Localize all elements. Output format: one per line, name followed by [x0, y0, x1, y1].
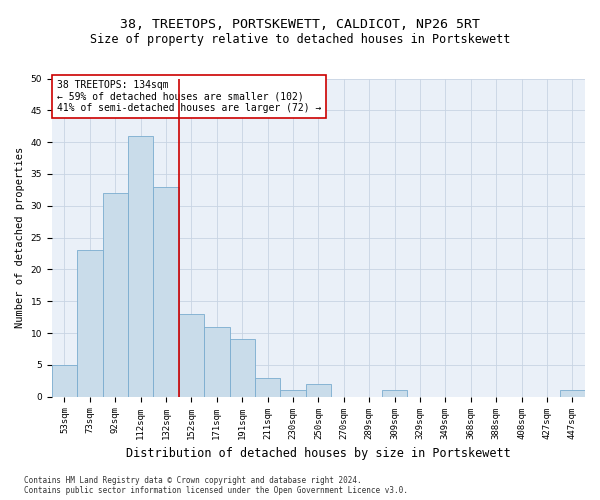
Bar	[204, 326, 230, 396]
Bar	[255, 378, 280, 396]
Bar	[280, 390, 305, 396]
Bar	[230, 340, 255, 396]
Bar	[305, 384, 331, 396]
Bar	[128, 136, 154, 396]
Text: Contains HM Land Registry data © Crown copyright and database right 2024.
Contai: Contains HM Land Registry data © Crown c…	[24, 476, 408, 495]
Y-axis label: Number of detached properties: Number of detached properties	[15, 147, 25, 328]
Text: Size of property relative to detached houses in Portskewett: Size of property relative to detached ho…	[90, 32, 510, 46]
Text: 38, TREETOPS, PORTSKEWETT, CALDICOT, NP26 5RT: 38, TREETOPS, PORTSKEWETT, CALDICOT, NP2…	[120, 18, 480, 30]
Bar	[179, 314, 204, 396]
Bar	[77, 250, 103, 396]
Bar	[52, 365, 77, 396]
Text: 38 TREETOPS: 134sqm
← 59% of detached houses are smaller (102)
41% of semi-detac: 38 TREETOPS: 134sqm ← 59% of detached ho…	[57, 80, 322, 114]
Bar	[560, 390, 585, 396]
Bar	[154, 186, 179, 396]
Bar	[382, 390, 407, 396]
Bar	[103, 193, 128, 396]
X-axis label: Distribution of detached houses by size in Portskewett: Distribution of detached houses by size …	[126, 447, 511, 460]
